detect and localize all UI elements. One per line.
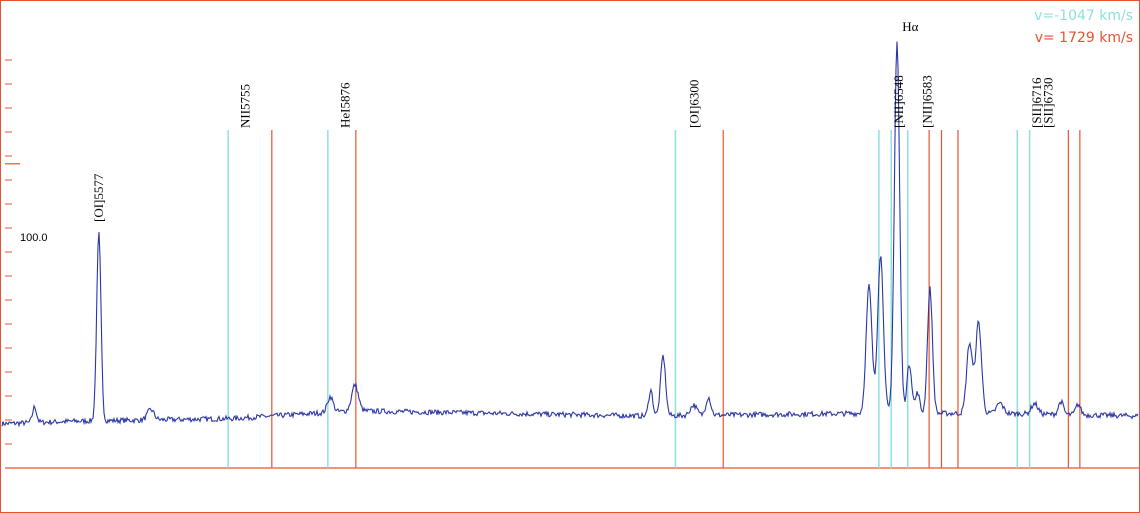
y-axis-ticks [5,59,20,445]
y-tick-label: 100.0 [20,232,48,244]
line-label: NII5755 [238,84,253,128]
line-label: [OI]5577 [91,173,106,222]
line-label: Hα [902,19,918,34]
line-label: [SII]6716 [1029,77,1044,128]
line-label: [NII]6548 [891,75,906,128]
line-label: [NII]6583 [920,75,935,128]
line-label: HeI5876 [337,82,352,128]
line-labels: [OI]5577 NII5755 HeI5876 [OI]6300 [NII]6548 H… [91,19,1056,222]
spectrum-line [1,41,1139,428]
velocity-markers [227,130,1081,468]
line-label: [SII]6730 [1041,77,1056,128]
legend-item: v=-1047 km/s [1034,8,1133,24]
line-label: [OI]6300 [687,80,702,128]
legend-item: v= 1729 km/s [1035,30,1133,46]
legend: v=-1047 km/s v= 1729 km/s [1034,8,1133,46]
